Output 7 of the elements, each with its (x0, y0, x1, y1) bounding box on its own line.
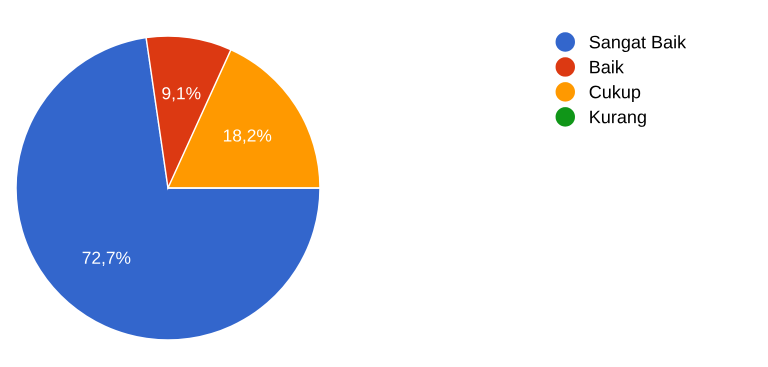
legend-label: Sangat Baik (590, 35, 686, 52)
legend-label: Cukup (590, 85, 640, 102)
data-label: 72,7% (82, 252, 130, 266)
data-label: 18,2% (224, 129, 272, 144)
data-label: 9,1% (162, 87, 200, 102)
legend-label: Baik (590, 60, 624, 74)
legend-label: Kurang (590, 110, 646, 127)
